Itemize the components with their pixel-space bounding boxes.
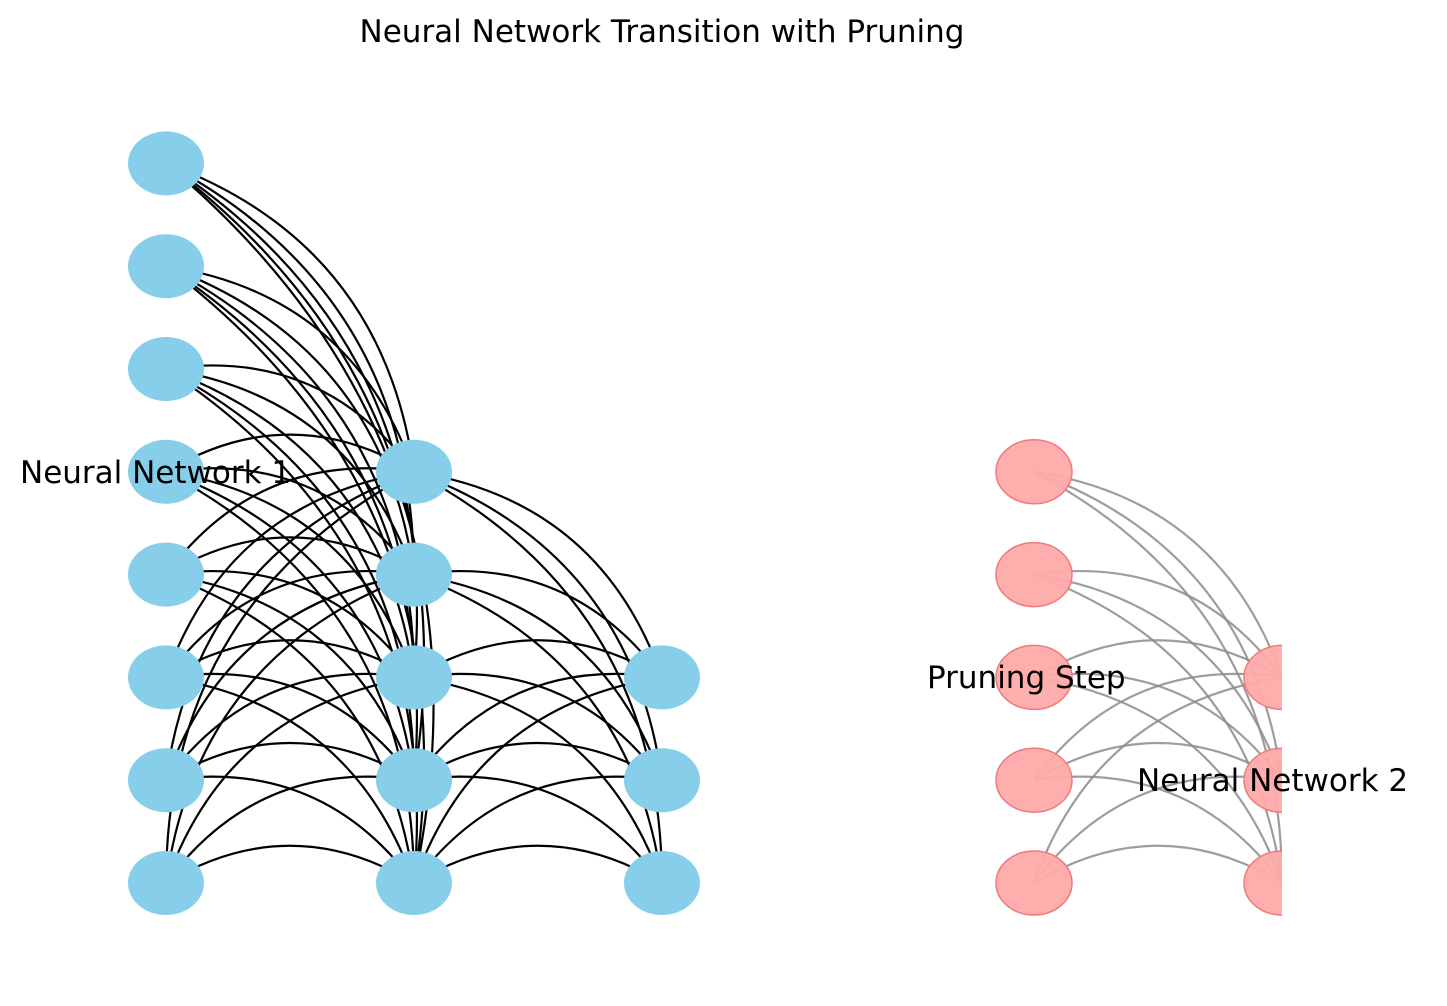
network2-node-layer2-2	[1243, 747, 1282, 813]
network1-node-layer2-2	[376, 748, 452, 813]
network1-edge	[165, 775, 415, 884]
network2-edge	[1033, 573, 1282, 884]
network1-node-layer3-2	[624, 748, 700, 813]
network1-edge	[413, 672, 663, 781]
network1-edge	[164, 676, 415, 884]
network2-edge	[1033, 775, 1282, 884]
network2-edge	[1033, 470, 1282, 781]
network2-edge	[1032, 676, 1282, 884]
network1-edge	[165, 467, 415, 576]
network1-edge	[165, 672, 415, 781]
network1-edge	[413, 569, 663, 679]
network1-node-layer1-7	[128, 234, 204, 299]
network1-node-layer1-2	[128, 748, 204, 813]
network1-edge	[164, 470, 415, 781]
network1-edge	[165, 573, 416, 781]
network1-node-layer1-1	[128, 851, 204, 915]
pruning-step-label: Pruning Step	[927, 660, 1126, 696]
network1-node-layer1-6	[128, 337, 204, 401]
network1-node-layer1-5	[128, 439, 204, 504]
network1-edge	[412, 676, 663, 884]
network1-edge	[413, 775, 663, 884]
network1-edge	[413, 672, 663, 781]
network2-edge	[1033, 676, 1282, 884]
network1-edge	[165, 162, 416, 472]
network2-edge	[1033, 569, 1282, 679]
network1-node-layer2-4	[376, 542, 452, 607]
network1-node-layer3-3	[624, 645, 700, 710]
network1-edge	[413, 775, 663, 884]
network1-edge	[413, 470, 664, 678]
network1-edge	[165, 569, 415, 679]
network2-edge	[1033, 775, 1282, 884]
network1-edge	[164, 573, 415, 884]
network1-node-layer1-4	[128, 542, 204, 607]
network2-edge	[1033, 470, 1282, 678]
network1-edge	[165, 364, 415, 473]
network1-edge	[164, 573, 415, 781]
network2-node-layer1-5	[995, 439, 1073, 505]
network1-edge	[413, 470, 664, 781]
network2-label: Neural Network 2	[1137, 763, 1408, 799]
network1-node-layer2-5	[376, 439, 452, 504]
diagram-title: Neural Network Transition with Pruning	[359, 14, 965, 50]
network2-node-layer1-2	[995, 747, 1073, 813]
network1-node-layer1-8	[128, 131, 204, 196]
network2-edge	[1033, 672, 1282, 781]
network1-edge	[165, 470, 416, 781]
network2-node-layer2-3	[1243, 644, 1282, 711]
network1-edge	[165, 265, 416, 575]
network1-edge	[165, 367, 416, 678]
network1-edge	[413, 573, 664, 884]
network1-nodes	[128, 131, 700, 915]
network1-edge	[165, 573, 416, 884]
network1-edge	[165, 470, 416, 678]
network1-edge	[165, 569, 415, 679]
network2-edge	[1033, 672, 1282, 781]
network1-node-layer1-3	[128, 645, 204, 710]
network2-node-layer1-3	[995, 644, 1073, 711]
network1-node-layer3-1	[624, 851, 700, 915]
network1-label: Neural Network 1	[20, 455, 291, 491]
network2-nodes	[995, 439, 1282, 916]
network1-edge	[165, 775, 415, 884]
network2-node-layer1-4	[995, 541, 1073, 608]
network2-edge	[1033, 573, 1282, 781]
network1-edge	[164, 470, 415, 678]
network1-edge	[165, 367, 416, 575]
network2-node-layer1-1	[995, 850, 1073, 916]
network1-node-layer2-1	[376, 851, 452, 915]
network1-node-layer2-3	[376, 645, 452, 710]
network1-edge	[165, 672, 415, 781]
network1-edge	[413, 573, 664, 781]
network1-edge	[165, 467, 415, 576]
network2-node-layer2-1	[1243, 850, 1282, 916]
network1-edge	[165, 676, 416, 884]
network1-edge	[413, 676, 664, 884]
